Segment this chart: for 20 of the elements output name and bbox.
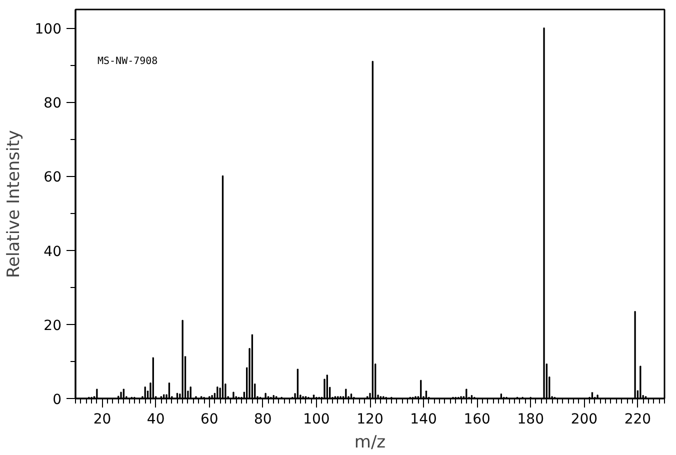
x-tick-label: 100 <box>303 412 330 428</box>
x-tick-label: 120 <box>356 412 384 428</box>
x-tick-label: 140 <box>410 412 437 428</box>
x-tick-label: 160 <box>464 412 490 428</box>
y-axis-title: Relative Intensity <box>4 130 24 278</box>
x-tick-label: 220 <box>624 412 652 428</box>
x-tick-label: 60 <box>200 412 218 428</box>
y-tick-label: 0 <box>52 392 62 408</box>
x-axis-title: m/z <box>354 432 386 452</box>
y-tick-label: 100 <box>34 22 62 38</box>
y-tick-label: 80 <box>44 96 62 112</box>
x-tick-label: 200 <box>570 412 598 428</box>
x-tick-label: 40 <box>146 412 165 428</box>
x-tick-label: 180 <box>517 412 544 428</box>
y-tick-label: 60 <box>44 170 62 186</box>
x-tick-label: 80 <box>254 412 272 428</box>
x-tick-label: 20 <box>93 412 112 428</box>
annotation: MS-NW-7908 <box>98 56 158 67</box>
y-tick-label: 20 <box>44 318 62 334</box>
y-tick-label: 40 <box>44 244 62 260</box>
